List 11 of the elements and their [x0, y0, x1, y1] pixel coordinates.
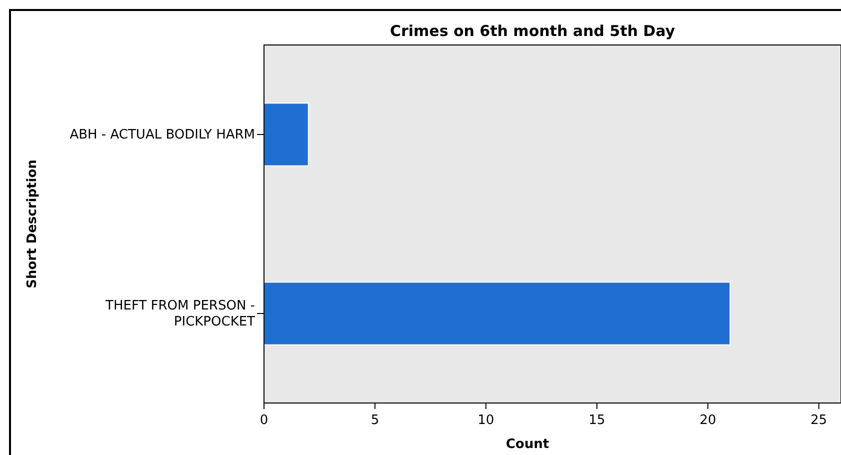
x-tick-label: 20	[700, 413, 716, 428]
chart-title: Crimes on 6th month and 5th Day	[390, 22, 676, 40]
y-tick-label: ABH - ACTUAL BODILY HARM	[70, 127, 255, 142]
x-tick-label: 0	[260, 413, 268, 428]
y-axis-title: Short Description	[25, 160, 40, 288]
x-tick-label: 25	[810, 413, 828, 428]
x-axis-title: Count	[506, 437, 550, 452]
x-tick-label: 15	[588, 413, 606, 428]
x-tick-label: 5	[370, 413, 380, 428]
x-tick-label: 10	[478, 413, 494, 428]
y-tick-label: THEFT FROM PERSON - PICKPOCKET	[104, 298, 256, 329]
